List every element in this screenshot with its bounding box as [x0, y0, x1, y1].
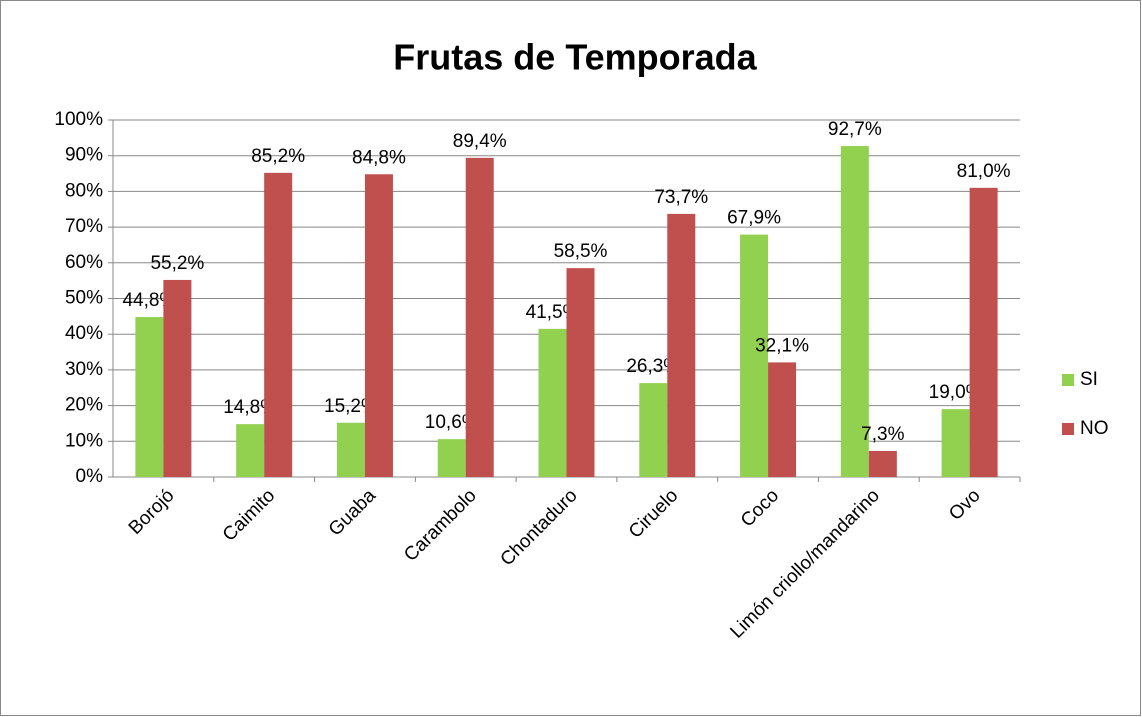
- bar: [437, 439, 466, 477]
- bar: [135, 317, 164, 477]
- data-label: 10,6%: [425, 412, 479, 433]
- bar: [566, 268, 595, 477]
- bar: [336, 422, 365, 477]
- bar: [768, 362, 797, 477]
- y-tick-label: 30%: [65, 359, 103, 380]
- data-label: 89,4%: [453, 131, 507, 152]
- legend-label: SI: [1080, 369, 1098, 390]
- y-tick-label: 40%: [65, 323, 103, 344]
- data-label: 85,2%: [251, 146, 305, 167]
- data-label: 15,2%: [324, 396, 378, 417]
- data-label: 7,3%: [861, 424, 904, 445]
- bar: [364, 174, 393, 477]
- data-label: 32,1%: [755, 335, 809, 356]
- data-label: 55,2%: [150, 253, 204, 274]
- data-label: 44,8%: [122, 290, 176, 311]
- bar: [639, 383, 668, 477]
- bar: [236, 424, 265, 477]
- legend-label: NO: [1080, 418, 1109, 439]
- bar: [264, 172, 293, 477]
- y-tick-label: 70%: [65, 216, 103, 237]
- chart-title: Frutas de Temporada: [393, 37, 757, 78]
- y-tick-label: 90%: [65, 145, 103, 166]
- data-label: 19,0%: [929, 382, 983, 403]
- y-tick-label: 0%: [76, 466, 104, 487]
- bar: [840, 146, 869, 477]
- bar: [740, 234, 769, 477]
- data-label: 81,0%: [957, 161, 1011, 182]
- data-label: 26,3%: [626, 356, 680, 377]
- y-tick-label: 10%: [65, 430, 103, 451]
- bar: [667, 213, 696, 478]
- y-tick-label: 80%: [65, 180, 103, 201]
- bar: [941, 409, 970, 477]
- y-tick-label: 60%: [65, 252, 103, 273]
- legend-swatch: [1062, 374, 1074, 386]
- bar: [969, 187, 998, 477]
- y-tick-label: 20%: [65, 395, 103, 416]
- y-tick-label: 50%: [65, 288, 103, 309]
- data-label: 73,7%: [654, 187, 708, 208]
- data-label: 84,8%: [352, 147, 406, 168]
- bar: [868, 450, 897, 477]
- data-label: 58,5%: [554, 241, 608, 262]
- data-label: 67,9%: [727, 208, 781, 229]
- y-tick-label: 100%: [54, 109, 103, 130]
- data-label: 14,8%: [223, 397, 277, 418]
- data-label: 92,7%: [828, 119, 882, 140]
- legend-swatch: [1062, 423, 1074, 435]
- bar: [465, 157, 494, 478]
- bar: [163, 279, 192, 477]
- bar: [538, 328, 567, 477]
- data-label: 41,5%: [526, 302, 580, 323]
